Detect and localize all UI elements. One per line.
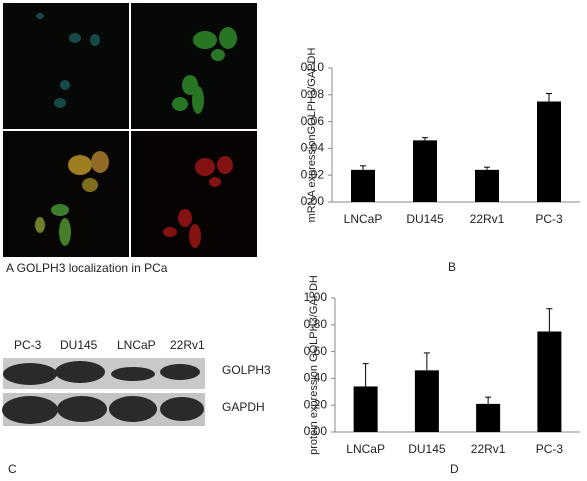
x-tick-label: LNCaP <box>344 212 383 226</box>
y-tick-label: 0.08 <box>301 87 325 101</box>
bar <box>414 370 439 432</box>
lane-label: 22Rv1 <box>170 338 205 352</box>
y-axis-label: protein expression GOLPH3/GAPDH <box>308 275 320 455</box>
y-tick-label: 0.10 <box>301 60 325 74</box>
y-tick-label: 1.00 <box>304 290 328 304</box>
y-tick-label: 0.80 <box>304 317 328 331</box>
y-tick-label: 0.00 <box>301 194 325 208</box>
lane-label: PC-3 <box>14 338 42 352</box>
x-tick-label: DU145 <box>408 442 446 456</box>
microscopy <box>0 0 258 258</box>
y-tick-label: 0.20 <box>304 397 328 411</box>
band-label: GOLPH3 <box>222 363 271 377</box>
x-tick-label: 22Rv1 <box>471 442 506 456</box>
bar <box>351 169 375 202</box>
western-blot <box>2 358 205 426</box>
panel-a-caption: A GOLPH3 localization in PCa <box>6 261 168 275</box>
y-tick-label: 0.00 <box>304 424 328 438</box>
bar <box>413 140 437 202</box>
y-axis-label: mRNA expressionGOLPH3/GAPDH <box>306 48 318 223</box>
lane-label: DU145 <box>60 338 98 352</box>
x-tick-label: 22Rv1 <box>470 212 505 226</box>
bar <box>475 169 499 202</box>
y-tick-label: 0.40 <box>304 371 328 385</box>
x-tick-label: DU145 <box>406 212 444 226</box>
y-tick-label: 0.60 <box>304 344 328 358</box>
panel-c-label: C <box>8 462 17 476</box>
bar <box>353 386 378 432</box>
y-tick-label: 0.04 <box>301 141 325 155</box>
band-label: GAPDH <box>222 400 265 414</box>
y-tick-label: 0.06 <box>301 114 325 128</box>
lane-label: LNCaP <box>117 338 156 352</box>
panel-label: B <box>448 260 456 274</box>
x-tick-label: LNCaP <box>346 442 385 456</box>
x-tick-label: PC-3 <box>535 212 563 226</box>
bar <box>537 101 561 202</box>
bar <box>537 331 562 432</box>
image-dapi <box>3 3 129 129</box>
y-tick-label: 0.02 <box>301 167 325 181</box>
panel-label: D <box>450 462 459 476</box>
bar <box>476 403 501 432</box>
x-tick-label: PC-3 <box>536 442 564 456</box>
